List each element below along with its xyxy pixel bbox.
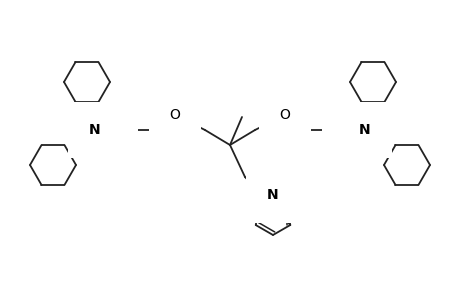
- Text: N: N: [89, 123, 101, 137]
- Text: O: O: [106, 143, 117, 157]
- Text: O: O: [169, 108, 180, 122]
- Text: O: O: [342, 143, 353, 157]
- Text: N: N: [267, 188, 278, 202]
- Text: O: O: [279, 108, 290, 122]
- Text: N: N: [358, 123, 370, 137]
